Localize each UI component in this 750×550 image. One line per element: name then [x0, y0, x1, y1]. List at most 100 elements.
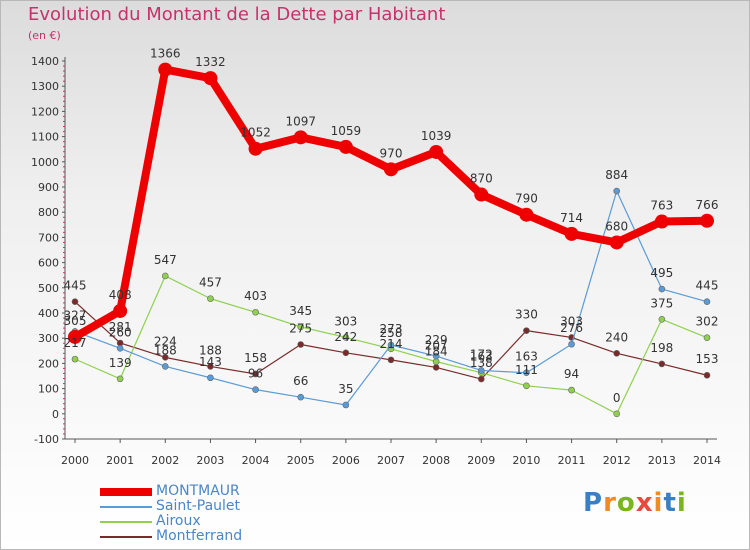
data-point [564, 226, 579, 241]
data-point [207, 295, 214, 302]
data-label: 327 [64, 308, 87, 322]
data-label: 153 [696, 352, 719, 366]
data-label: 207 [425, 339, 448, 353]
data-label: 763 [650, 199, 673, 213]
data-label: 111 [515, 363, 538, 377]
x-tick-label: 2003 [196, 454, 224, 467]
data-label: 240 [605, 330, 628, 344]
data-label: 0 [613, 391, 621, 405]
y-tick-label: 1200 [31, 105, 59, 118]
logo-letter: i [653, 488, 664, 518]
data-label: 1332 [195, 55, 226, 69]
y-tick-label: 100 [38, 383, 59, 396]
legend-swatch [100, 488, 152, 496]
data-point [658, 285, 666, 293]
y-tick-label: 200 [38, 357, 59, 370]
data-label: 138 [470, 356, 493, 370]
x-tick-label: 2006 [332, 454, 360, 467]
data-point [252, 370, 259, 378]
logo-letter: P [583, 488, 604, 518]
data-label: 303 [334, 314, 357, 328]
data-label: 445 [696, 279, 719, 293]
data-label: 260 [109, 325, 132, 339]
data-point [342, 349, 350, 357]
data-label: 680 [605, 219, 628, 233]
data-point [613, 410, 621, 418]
logo-letter: r [603, 488, 617, 518]
y-tick-label: -100 [34, 433, 59, 446]
x-tick-label: 2005 [287, 454, 315, 467]
data-point [207, 374, 214, 382]
data-label: 273 [380, 322, 403, 336]
y-tick-label: 1000 [31, 156, 59, 169]
data-label: 495 [650, 266, 673, 280]
x-tick-label: 2004 [242, 454, 270, 467]
data-label: 229 [425, 333, 448, 347]
data-label: 403 [244, 289, 267, 303]
data-point [654, 214, 669, 229]
data-point [113, 303, 128, 318]
data-point [432, 352, 440, 360]
data-label: 158 [244, 351, 267, 365]
y-tick-label: 800 [38, 206, 59, 219]
data-label: 163 [470, 350, 493, 364]
data-label: 884 [605, 168, 628, 182]
data-point [71, 355, 79, 363]
x-tick-label: 2007 [377, 454, 405, 467]
logo-letter: o [616, 488, 636, 518]
y-tick-label: 900 [38, 181, 59, 194]
data-label: 275 [289, 322, 312, 336]
data-label: 870 [470, 172, 493, 186]
data-label: 1366 [150, 47, 181, 61]
data-point [248, 141, 263, 156]
data-point [477, 367, 485, 374]
data-point [338, 139, 353, 154]
data-point [68, 329, 82, 344]
data-point [342, 401, 350, 409]
data-label: 188 [199, 343, 222, 357]
data-point [523, 369, 530, 377]
proxiti-logo: Proxiti [583, 488, 687, 518]
x-tick-label: 2001 [106, 454, 134, 467]
data-label: 547 [154, 253, 177, 267]
data-point [158, 62, 173, 77]
y-tick-label: 400 [38, 307, 59, 320]
data-label: 408 [109, 288, 132, 302]
y-tick-label: 1300 [31, 80, 59, 93]
data-label: 258 [380, 326, 403, 340]
data-label: 305 [64, 314, 87, 328]
legend-label: Montferrand [156, 528, 243, 544]
data-point [703, 298, 711, 305]
legend-swatch [100, 536, 152, 538]
data-point [700, 213, 714, 228]
data-point [384, 162, 398, 177]
series-line-montmaur [71, 65, 711, 341]
data-label: 330 [515, 308, 538, 322]
data-label: 188 [154, 343, 177, 357]
x-tick-label: 2014 [693, 454, 721, 467]
data-label: 66 [293, 374, 308, 388]
data-point [432, 358, 440, 365]
data-label: 457 [199, 276, 222, 290]
data-label: 302 [696, 315, 719, 329]
data-point [613, 350, 621, 357]
data-label: 445 [64, 279, 87, 293]
data-point [161, 363, 169, 370]
data-label: 172 [470, 347, 493, 361]
data-point [432, 364, 440, 371]
data-point [342, 334, 350, 341]
x-tick-label: 2011 [558, 454, 586, 467]
data-label: 375 [650, 296, 673, 310]
data-label: 224 [154, 334, 177, 348]
data-point [71, 298, 79, 305]
data-point [658, 360, 666, 368]
legend-label: Airoux [156, 513, 201, 529]
data-label: 198 [650, 341, 673, 355]
x-tick-label: 2013 [648, 454, 676, 467]
data-point [387, 356, 395, 364]
data-label: 217 [64, 336, 87, 350]
x-tick-label: 2010 [512, 454, 540, 467]
data-label: 276 [560, 321, 583, 335]
chart-unit: (en €) [28, 29, 61, 42]
data-point [252, 308, 259, 316]
